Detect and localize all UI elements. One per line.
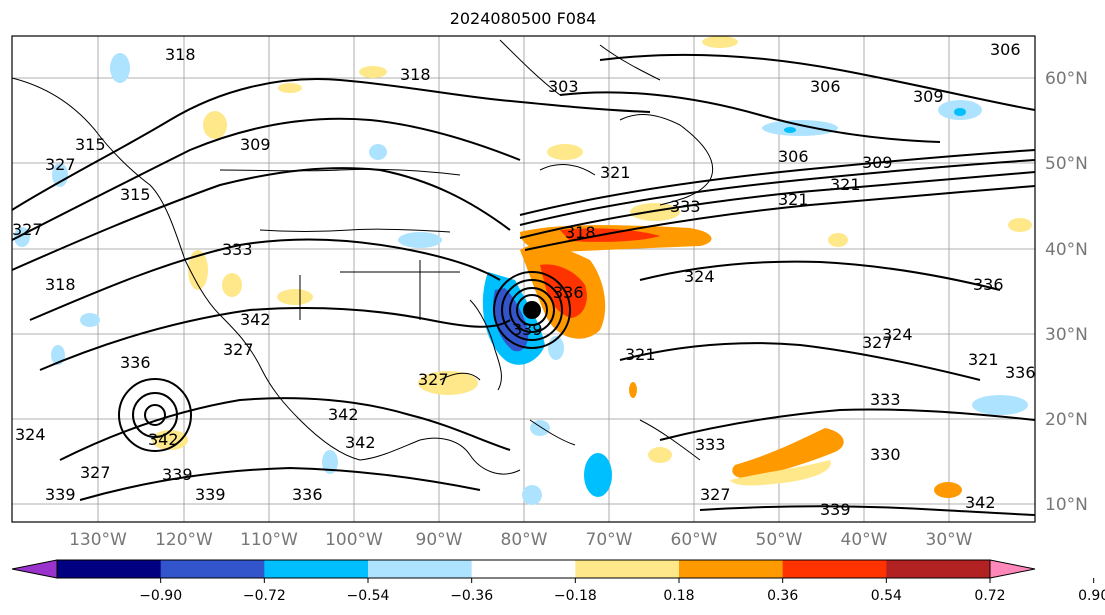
contour-label: 336 (120, 353, 151, 372)
contour-label: 339 (195, 485, 226, 504)
contour-label: 336 (553, 283, 584, 302)
colorbar-tick-label: 0.54 (871, 588, 902, 604)
contour-label: 306 (990, 40, 1021, 59)
contour-label: 318 (400, 65, 431, 84)
contour-label: 321 (600, 163, 631, 182)
contour-label: 306 (778, 147, 809, 166)
contour-label: 342 (148, 430, 179, 449)
contour-label: 327 (45, 155, 76, 174)
colorbar-segment (471, 560, 576, 578)
lon-label: 60°W (671, 530, 718, 550)
contour-label: 318 (165, 45, 196, 64)
contour-label: 336 (292, 485, 323, 504)
colorbar-tick-label: −0.36 (450, 588, 493, 604)
colorbar-tick-label: 0.36 (767, 588, 798, 604)
lon-label: 50°W (756, 530, 803, 550)
contour-label: 342 (965, 493, 996, 512)
colorbar-segment (679, 560, 784, 578)
colorbar-tick-label: −0.54 (347, 588, 390, 604)
lat-label: 50°N (1045, 154, 1088, 174)
contour-label: 315 (120, 185, 151, 204)
contour-label: 327 (12, 220, 43, 239)
lon-label: 30°W (926, 530, 973, 550)
contour-label: 339 (45, 485, 76, 504)
colorbar-segment (160, 560, 265, 578)
contour-label: 321 (625, 345, 656, 364)
colorbar-segment (886, 560, 991, 578)
contour-label: 339 (820, 500, 851, 519)
contour-label: 324 (684, 267, 715, 286)
colorbar-tick-label: 0.90 (1078, 588, 1105, 604)
contour-label: 342 (240, 310, 271, 329)
contour-label: 324 (15, 425, 46, 444)
contour-label: 309 (862, 153, 893, 172)
lon-label: 90°W (416, 530, 463, 550)
contour-label: 306 (810, 77, 841, 96)
contour-label: 336 (973, 275, 1004, 294)
colorbar-segment (575, 560, 680, 578)
contour-label: 342 (345, 433, 376, 452)
coastlines (11, 39, 714, 475)
contour-label: 333 (222, 240, 253, 259)
contour-label: 327 (80, 463, 111, 482)
lat-label: 10°N (1045, 495, 1088, 515)
contour-label: 324 (882, 325, 913, 344)
contour-label: 333 (870, 390, 901, 409)
colorbar-segment (264, 560, 369, 578)
colorbar-right-extension (989, 559, 1036, 579)
contour-label: 321 (968, 350, 999, 369)
colorbar-tick-label: −0.90 (139, 588, 182, 604)
lon-label: 80°W (501, 530, 548, 550)
colorbar-segment (368, 560, 473, 578)
contour-label: 318 (45, 275, 76, 294)
hurricane-center (524, 302, 540, 318)
lon-label: 70°W (586, 530, 633, 550)
contour-label: 339 (512, 320, 543, 339)
contour-label: 303 (548, 77, 579, 96)
contour-labels: 318 318 303 306 309 306 309 306 315 321 … (12, 40, 1036, 519)
contour-label: 333 (695, 435, 726, 454)
colorbar-left-extension (11, 559, 58, 579)
colorbar-tick-label: −0.18 (554, 588, 597, 604)
contour-label: 309 (240, 135, 271, 154)
colorbar-segment (782, 560, 887, 578)
lon-label: 130°W (69, 530, 127, 550)
lon-label: 40°W (841, 530, 888, 550)
contours (11, 53, 1036, 516)
lon-label: 110°W (240, 530, 298, 550)
latitude-labels: 60°N 50°N 40°N 30°N 20°N 10°N (1045, 69, 1088, 515)
colorbar-frame (56, 559, 991, 579)
contour-label: 315 (75, 135, 106, 154)
contour-label: 309 (913, 87, 944, 106)
colorbar: −0.90 −0.72 −0.54 −0.36 −0.18 0.18 0.36 0.54 0.7… (11, 559, 1105, 604)
contour-label: 318 (565, 223, 596, 242)
lat-label: 60°N (1045, 69, 1088, 89)
contour-label: 327 (700, 485, 731, 504)
contour-label: 342 (328, 405, 359, 424)
longitude-labels: 130°W 120°W 110°W 100°W 90°W 80°W 70°W 6… (69, 530, 973, 550)
lon-label: 100°W (325, 530, 383, 550)
contour-label: 336 (1005, 363, 1036, 382)
contour-label: 330 (870, 445, 901, 464)
shaded-field (14, 36, 1032, 505)
lat-label: 20°N (1045, 410, 1088, 430)
contour-label: 333 (670, 197, 701, 216)
contour-label: 339 (162, 465, 193, 484)
contour-label: 327 (862, 333, 893, 352)
lat-label: 30°N (1045, 325, 1088, 345)
contour-label: 327 (223, 340, 254, 359)
lat-label: 40°N (1045, 240, 1088, 260)
map-title: 2024080500 F084 (449, 9, 597, 28)
contour-label: 321 (778, 190, 809, 209)
colorbar-tick-label: 0.18 (663, 588, 694, 604)
colorbar-segment (57, 560, 162, 578)
map-frame (11, 35, 1036, 523)
lon-label: 120°W (155, 530, 213, 550)
contour-label: 321 (830, 175, 861, 194)
colorbar-tick-label: 0.72 (974, 588, 1005, 604)
colorbar-tick-label: −0.72 (243, 588, 286, 604)
contour-label: 327 (418, 370, 449, 389)
